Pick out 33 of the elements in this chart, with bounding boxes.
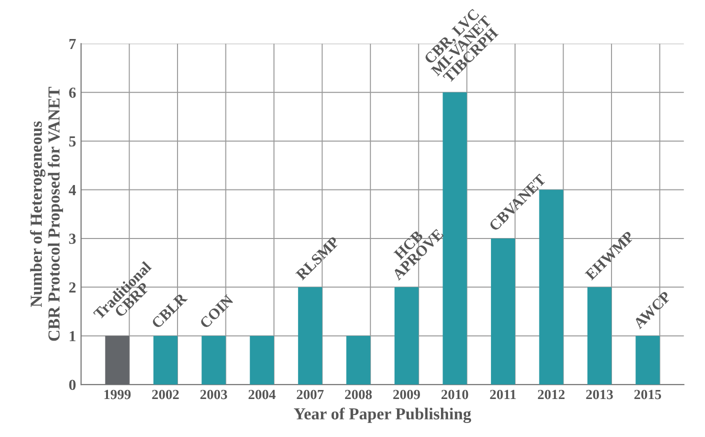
x-tick-label: 2007 (296, 390, 324, 400)
bar (298, 287, 322, 385)
bar (105, 336, 130, 385)
x-tick-label: 2010 (441, 390, 468, 400)
y-tick-label: 3 (69, 234, 76, 244)
y-tick-label: 0 (69, 380, 76, 390)
bar (587, 287, 612, 385)
bar (250, 336, 274, 385)
x-tick-label: 2002 (152, 390, 179, 400)
bar (490, 238, 516, 385)
x-tick-label: 2003 (200, 390, 228, 400)
y-axis-title: Number of Heterogeneous CBR Protocol Proposed for VANET (30, 86, 64, 341)
y-tick-label: 1 (70, 331, 76, 342)
x-tick-label: 2013 (586, 390, 613, 400)
bar (394, 287, 419, 385)
bar (346, 336, 370, 385)
y-tick-label: 5 (69, 136, 76, 147)
y-tick-label: 2 (69, 282, 76, 292)
x-axis-title: Year of Paper Publishing (294, 408, 472, 423)
x-tick-label: 2004 (248, 390, 276, 400)
bar (636, 336, 660, 385)
x-tick-label: 1999 (104, 390, 131, 400)
y-tick-label: 4 (68, 185, 76, 196)
y-tick-label: 7 (69, 38, 76, 49)
bar (442, 92, 467, 385)
y-tick-label: 6 (69, 88, 76, 98)
bar (153, 336, 178, 385)
x-tick-label: 2015 (634, 390, 662, 400)
x-tick-label: 2011 (490, 390, 516, 400)
bar (202, 336, 226, 385)
x-tick-label: 2009 (393, 390, 420, 400)
x-tick-label: 2012 (538, 390, 565, 400)
x-tick-label: 2008 (345, 390, 372, 400)
